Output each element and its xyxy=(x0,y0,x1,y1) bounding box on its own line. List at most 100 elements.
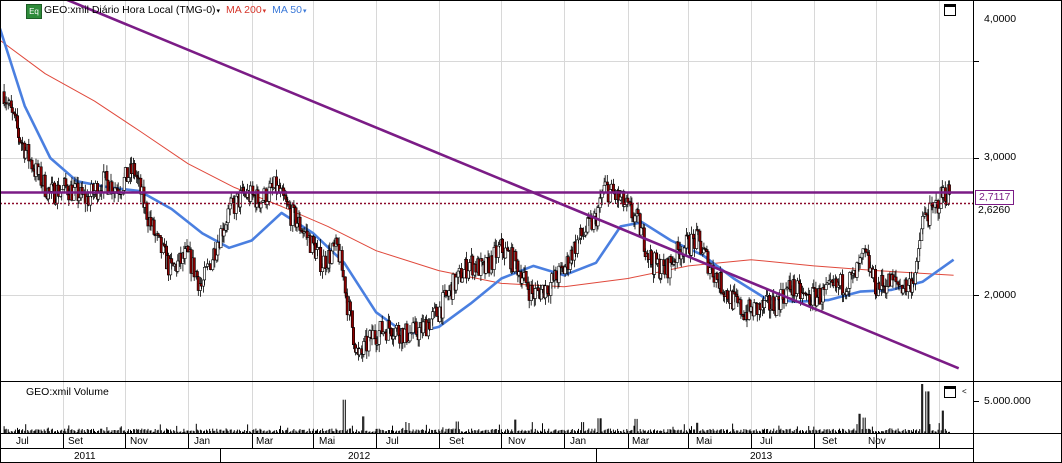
candle-body xyxy=(77,197,81,201)
candle-body xyxy=(17,137,21,143)
candle-body xyxy=(484,257,488,274)
chevron-down-icon[interactable]: ▾ xyxy=(216,8,221,15)
ma50-line xyxy=(0,28,955,336)
chevron-down-icon[interactable]: ▾ xyxy=(302,8,307,15)
candle-body xyxy=(222,230,226,237)
candle-body xyxy=(216,242,220,256)
ma200-text: MA 200 xyxy=(226,4,262,16)
candle-body xyxy=(362,341,366,355)
candle-body xyxy=(689,233,693,256)
month-label: Jul xyxy=(16,436,29,447)
ma50-legend[interactable]: MA 50▾ xyxy=(272,4,306,16)
candle-body xyxy=(921,216,925,230)
y-tick-3: 3,0000 xyxy=(984,151,1017,163)
candle-body xyxy=(918,240,922,249)
candle-body xyxy=(311,236,315,244)
candle-body xyxy=(441,292,445,319)
candle-body xyxy=(576,237,580,241)
candle-body xyxy=(584,231,588,236)
month-label: Mai xyxy=(696,436,713,447)
candle-body xyxy=(408,332,412,342)
volume-tick: 5.000.000 xyxy=(984,395,1031,407)
candle-body xyxy=(219,228,223,248)
candle-body xyxy=(769,309,773,311)
candle-body xyxy=(825,282,829,286)
candle-body xyxy=(156,233,160,236)
equity-badge[interactable]: Eq xyxy=(26,4,42,19)
candle-body xyxy=(775,296,779,316)
candle-body xyxy=(524,270,528,283)
candle-body xyxy=(795,280,799,294)
candle-body xyxy=(752,302,756,317)
maximize-volume-icon[interactable] xyxy=(944,386,956,398)
candle-body xyxy=(885,286,889,294)
last-price-tag: 2,7117 xyxy=(975,190,1015,205)
month-label: Nov xyxy=(130,436,148,447)
candle-body xyxy=(858,257,862,264)
candle-body xyxy=(411,322,415,333)
candle-body xyxy=(341,269,345,278)
maximize-panel-icon[interactable] xyxy=(944,4,956,16)
horizontal-levels xyxy=(0,191,973,205)
candle-body xyxy=(762,300,766,308)
candle-body xyxy=(617,190,621,201)
candle-body xyxy=(133,163,137,176)
candle-body xyxy=(845,291,849,296)
candle-body xyxy=(468,262,472,272)
candle-body xyxy=(706,251,710,274)
candle-body xyxy=(530,284,534,294)
candle-body xyxy=(715,272,719,280)
downtrend-line xyxy=(63,0,960,370)
year-label: 2013 xyxy=(750,451,773,462)
candle-body xyxy=(105,171,109,181)
candle-body xyxy=(405,323,409,343)
candle-body xyxy=(915,261,919,273)
year-label: 2012 xyxy=(348,451,371,462)
symbol-text: GEO:xmil Diário Hora Local (TMG-0) xyxy=(44,4,216,16)
ma200-legend[interactable]: MA 200▾ xyxy=(226,4,266,16)
chevron-down-icon[interactable]: ▾ xyxy=(262,8,267,15)
candle-body xyxy=(170,258,174,264)
candle-body xyxy=(305,230,309,238)
candle-body xyxy=(533,288,537,299)
candle-body xyxy=(772,296,776,311)
candle-body xyxy=(27,144,31,162)
candle-body xyxy=(500,238,504,253)
candle-body xyxy=(861,248,865,254)
candle-body xyxy=(335,237,339,245)
candle-body xyxy=(343,276,347,294)
candle-body xyxy=(183,248,187,259)
month-label: Mar xyxy=(632,436,650,447)
candle-body xyxy=(792,279,796,297)
candle-body xyxy=(649,250,653,265)
candle-body xyxy=(855,262,859,278)
candle-body xyxy=(608,189,612,203)
candle-body xyxy=(203,266,207,281)
candle-body xyxy=(295,223,299,228)
candle-body xyxy=(444,290,448,296)
candle-body xyxy=(302,231,306,234)
collapse-icon[interactable]: < xyxy=(962,387,967,396)
candle-body xyxy=(739,299,743,315)
candle-body xyxy=(818,287,822,305)
ma50-text: MA 50 xyxy=(272,4,302,16)
candle-body xyxy=(319,247,323,273)
month-label: Jul xyxy=(386,436,399,447)
candle-body xyxy=(924,212,928,216)
symbol-label[interactable]: GEO:xmil Diário Hora Local (TMG-0)▾ xyxy=(44,4,220,16)
candle-body xyxy=(669,256,673,264)
candle-body xyxy=(596,207,600,227)
candle-body xyxy=(176,260,180,272)
candle-body xyxy=(520,277,524,284)
candle-body xyxy=(431,311,435,320)
candle-body xyxy=(496,245,500,258)
month-label: Jan xyxy=(194,436,211,447)
candle-body xyxy=(798,282,802,299)
candle-body xyxy=(633,215,637,223)
month-label: Nov xyxy=(508,436,526,447)
candle-body xyxy=(321,267,325,272)
candle-body xyxy=(703,248,707,250)
ma200-series xyxy=(0,39,954,288)
candle-body xyxy=(454,276,458,291)
